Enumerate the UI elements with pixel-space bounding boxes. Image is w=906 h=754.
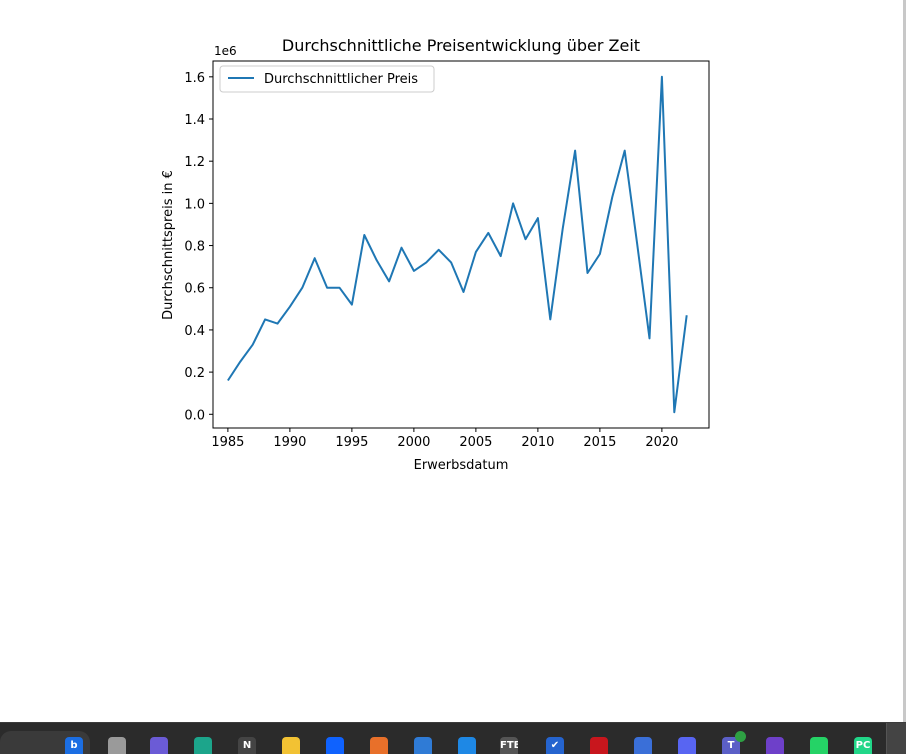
y-tick-label: 0.0 [184,408,205,423]
x-tick-label: 2020 [645,435,678,450]
pycharm-icon[interactable]: PC [854,737,872,754]
series-line [227,75,688,414]
file-explorer-icon[interactable] [282,737,300,754]
bing-icon[interactable]: b [65,737,83,754]
x-axis-label: Erwerbsdatum [414,458,509,473]
x-tick-label: 1985 [211,435,244,450]
legend: Durchschnittlicher Preis [219,65,435,93]
y-tick-label: 0.6 [184,282,205,297]
y-tick-label: 0.8 [184,240,205,255]
notion-icon[interactable]: N [238,737,256,754]
legend-label: Durchschnittlicher Preis [264,72,418,87]
line-chart: Durchschnittliche Preisentwicklung über … [161,36,710,473]
task-view-icon[interactable] [108,737,126,754]
y-tick-label: 0.2 [184,366,205,381]
acrobat-icon[interactable] [590,737,608,754]
store-icon[interactable] [414,737,432,754]
x-tick-label: 2010 [521,435,554,450]
chart-title: Durchschnittliche Preisentwicklung über … [282,36,640,55]
x-tick-label: 1990 [273,435,306,450]
whatsapp-icon[interactable] [810,737,828,754]
taskbar: b N FTB ✔ T PC [0,722,906,754]
plot-frame [212,60,710,429]
teams-icon[interactable]: T [722,737,740,754]
discord-icon[interactable] [678,737,696,754]
show-desktop-button[interactable] [886,723,906,754]
axis-ticks: 1985 1990 1995 2000 2005 2010 2015 2020 0.0 0.2 0.… [184,71,678,450]
mail-icon[interactable] [458,737,476,754]
x-tick-label: 2015 [583,435,616,450]
dropbox-icon[interactable] [326,737,344,754]
todo-icon[interactable]: ✔ [546,737,564,754]
x-tick-label: 1995 [335,435,368,450]
legend-box [219,65,435,93]
window-border [903,0,906,722]
y-offset-label: 1e6 [214,44,237,58]
ftb-icon[interactable]: FTB [500,737,518,754]
y-tick-label: 1.0 [184,197,205,212]
meet-icon[interactable] [150,737,168,754]
firefox-icon[interactable] [370,737,388,754]
y-tick-label: 1.4 [184,113,205,128]
teams-status-badge [735,731,746,742]
y-tick-label: 0.4 [184,324,205,339]
x-tick-label: 2005 [459,435,492,450]
edge-icon[interactable] [194,737,212,754]
y-tick-label: 1.6 [184,71,205,86]
github-icon[interactable] [766,737,784,754]
y-axis-label: Durchschnittspreis in € [161,170,176,320]
y-tick-label: 1.2 [184,155,205,170]
x-tick-label: 2000 [397,435,430,450]
power-automate-icon[interactable] [634,737,652,754]
